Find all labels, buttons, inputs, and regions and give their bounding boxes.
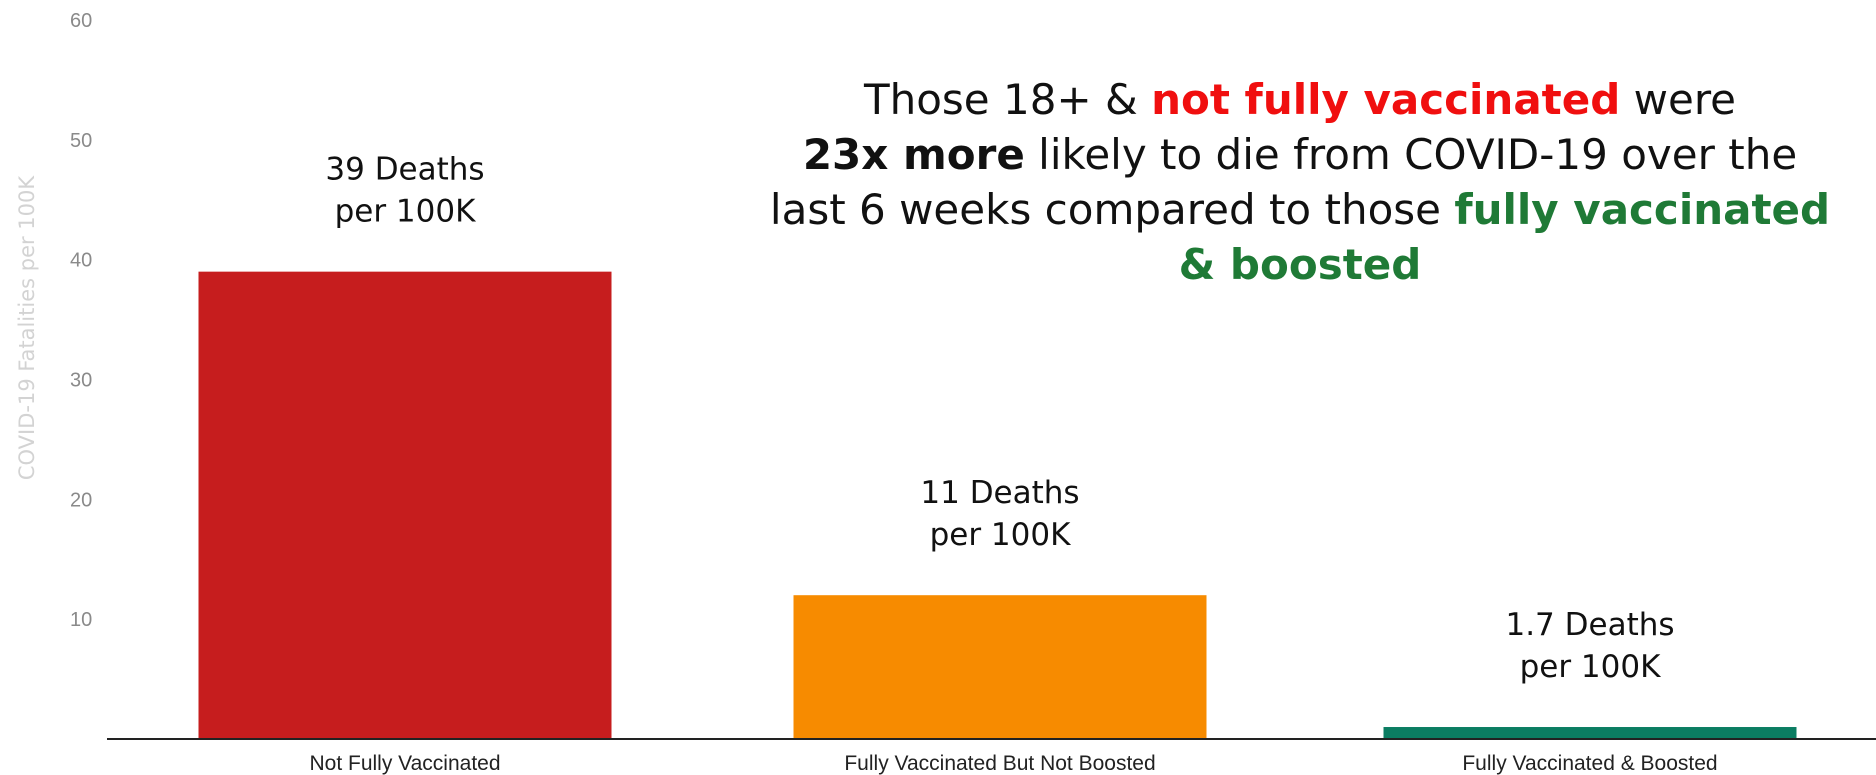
data-label: 39 Deaths — [325, 152, 484, 188]
headline-part-3: likely to die from COVID-19 over the las… — [769, 130, 1798, 234]
bars — [198, 271, 1797, 739]
data-label: per 100K — [930, 517, 1072, 553]
x-tick-label: Fully Vaccinated & Boosted — [1462, 752, 1717, 775]
y-tick-label: 10 — [70, 609, 92, 631]
data-label: per 100K — [335, 194, 477, 230]
y-tick-label: 50 — [70, 130, 92, 152]
headline-annotation: Those 18+ & not fully vaccinated were 23… — [760, 72, 1840, 292]
x-tick-label: Not Fully Vaccinated — [309, 752, 500, 775]
y-tick-label: 30 — [70, 370, 92, 392]
y-axis-label: COVID-19 Fatalities per 100K — [15, 175, 39, 481]
x-tick-label: Fully Vaccinated But Not Boosted — [844, 752, 1155, 775]
headline-emphasis-23x: 23x more — [802, 130, 1025, 179]
y-tick-label: 60 — [70, 10, 92, 32]
headline-part-2: were — [1620, 75, 1737, 124]
headline-part-1: Those 18+ & — [863, 75, 1152, 124]
data-label: 11 Deaths — [920, 475, 1079, 511]
headline-emphasis-boosted: fully vaccinated & boosted — [1178, 185, 1831, 289]
data-label: 1.7 Deaths — [1505, 607, 1674, 643]
y-tick-label: 20 — [70, 489, 92, 511]
data-labels: 39 Deaths per 100K 11 Deaths per 100K 1.7 De… — [325, 152, 1674, 685]
y-tick-label: 40 — [70, 250, 92, 272]
bar — [793, 595, 1207, 739]
headline-emphasis-not-vaccinated: not fully vaccinated — [1151, 75, 1621, 124]
data-label: per 100K — [1520, 649, 1662, 685]
bar — [198, 271, 612, 739]
x-axis-ticks: Not Fully Vaccinated Fully Vaccinated But… — [309, 752, 1717, 775]
y-axis-ticks: 10 20 30 40 50 60 — [70, 10, 92, 631]
bar — [1383, 727, 1797, 739]
